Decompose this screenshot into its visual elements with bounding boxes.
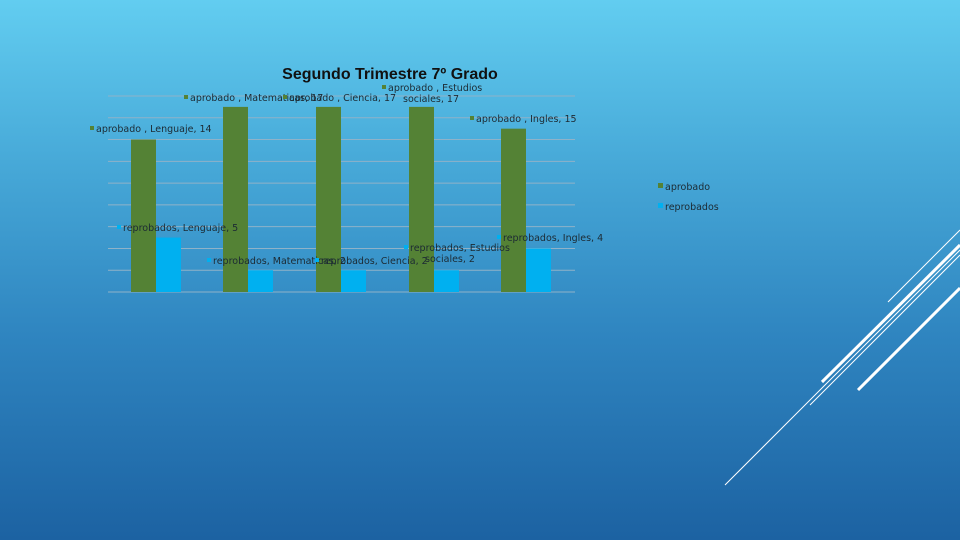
data-label-reprobados-ciencia: reprobados, Ciencia, 2 [321, 256, 428, 267]
bar-reprobados-estudios-sociales [434, 270, 459, 292]
bar-aprobado-ciencia [316, 106, 341, 292]
legend-label-reprobados: reprobados [665, 202, 719, 213]
data-label-reprobados-estudios-sociales: reprobados, Estudios sociales, 2 [410, 243, 510, 265]
bar-aprobado-matematicas [223, 106, 248, 292]
data-label-swatch [470, 116, 474, 120]
data-label-aprobado-matematicas: aprobado , Matematicas, 17 [190, 93, 323, 104]
legend: aprobado reprobados [658, 182, 719, 213]
deco-line [820, 243, 960, 384]
bar-reprobados-lenguaje [156, 237, 181, 292]
legend-label-aprobado: aprobado [665, 182, 710, 193]
data-label-aprobado-estudios-sociales: aprobado , Estudios sociales, 17 [388, 83, 482, 105]
data-label-reprobados-lenguaje: reprobados, Lenguaje, 5 [123, 223, 238, 234]
deco-line [724, 249, 960, 486]
data-label-reprobados-ingles: reprobados, Ingles, 4 [503, 233, 603, 244]
deco-line [887, 229, 960, 303]
bar-aprobado-lenguaje [131, 139, 156, 292]
legend-swatch-reprobados [658, 203, 663, 208]
bar-reprobados-ingles [526, 248, 551, 292]
bar-reprobados-ciencia [341, 270, 366, 292]
bar-aprobado-ingles [501, 128, 526, 292]
data-label-swatch [404, 245, 408, 249]
data-label-aprobado-lenguaje: aprobado , Lenguaje, 14 [96, 124, 212, 135]
data-label-aprobado-ingles: aprobado , Ingles, 15 [476, 114, 577, 125]
data-labels: aprobado , Lenguaje, 14 aprobado , Matema… [90, 83, 603, 267]
deco-line [856, 286, 960, 392]
data-label-swatch [117, 225, 121, 229]
data-label-swatch [283, 95, 287, 99]
data-label-swatch [382, 85, 386, 89]
bars [131, 106, 551, 292]
deco-line [809, 254, 960, 406]
data-label-swatch [207, 258, 211, 262]
bar-aprobado-estudios-sociales [409, 106, 434, 292]
data-label-swatch [497, 235, 501, 239]
data-label-reprobados-matematicas: reprobados, Matematicas, 2 [213, 256, 346, 267]
bar-reprobados-matematicas [248, 270, 273, 292]
data-label-swatch [315, 258, 319, 262]
data-label-aprobado-ciencia: aprobado , Ciencia, 17 [289, 93, 396, 104]
data-label-swatch [184, 95, 188, 99]
chart-title: Segundo Trimestre 7º Grado [282, 66, 498, 83]
data-label-swatch [90, 126, 94, 130]
legend-swatch-aprobado [658, 183, 663, 188]
